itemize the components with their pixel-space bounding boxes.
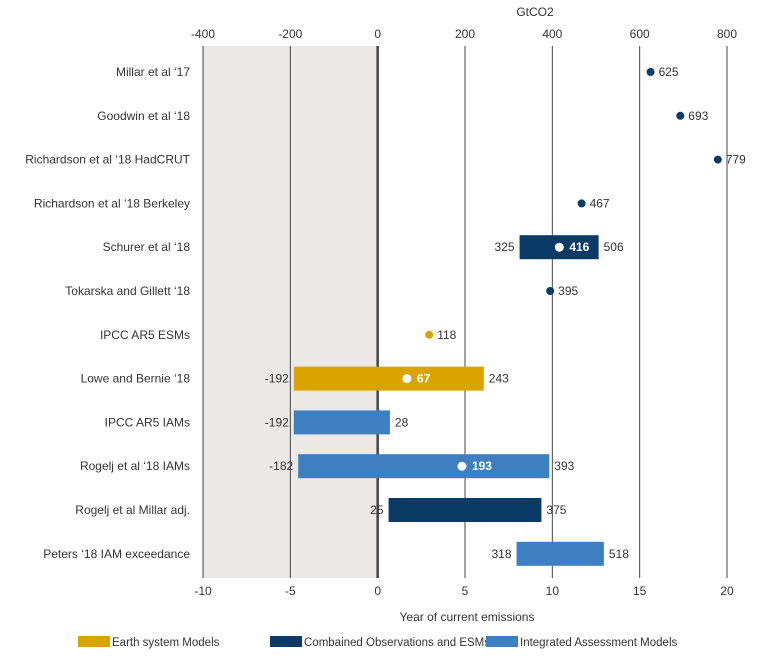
bar-low-label: -192 [265, 415, 289, 429]
point-label: 625 [659, 65, 679, 79]
point-label: 693 [688, 109, 708, 123]
bar-low-label: 25 [370, 503, 384, 517]
top-tick-label: -400 [191, 27, 215, 41]
category-label: Peters ‘18 IAM exceedance [43, 547, 190, 561]
range-bar [388, 498, 542, 522]
data-point [554, 242, 564, 252]
bar-high-label: 243 [489, 372, 509, 386]
range-bar [293, 366, 484, 391]
data-point [676, 111, 685, 120]
bar-low-label: 318 [491, 547, 511, 561]
top-tick-label: 200 [455, 27, 475, 41]
bar-low-label: 325 [495, 240, 515, 254]
bottom-tick-label: 0 [374, 584, 381, 598]
legend-swatch [270, 636, 302, 647]
bar-low-label: -182 [269, 459, 293, 473]
top-tick-label: 800 [717, 27, 737, 41]
point-label: 118 [437, 328, 456, 342]
category-label: Millar et al ‘17 [116, 65, 190, 79]
legend-label: Earth system Models [112, 637, 220, 649]
bar-high-label: 393 [554, 459, 574, 473]
top-axis-label: GtCO2 [516, 5, 554, 19]
data-point [457, 461, 467, 471]
bottom-tick-label: 15 [633, 584, 647, 598]
top-tick-label: -200 [278, 27, 302, 41]
point-label: 67 [417, 372, 431, 386]
point-label: 193 [472, 459, 492, 473]
category-label: Tokarska and Gillett ‘18 [65, 284, 190, 298]
bar-high-label: 518 [609, 547, 629, 561]
category-label: Lowe and Bernie ‘18 [81, 372, 191, 386]
bar-low-label: -192 [265, 372, 289, 386]
range-bar [516, 541, 604, 566]
bottom-tick-label: -10 [194, 584, 212, 598]
bar-high-label: 375 [546, 503, 566, 517]
point-label: 779 [726, 153, 746, 167]
top-tick-label: 600 [630, 27, 650, 41]
category-label: Richardson et al ‘18 HadCRUT [25, 153, 190, 167]
top-tick-label: 0 [374, 27, 381, 41]
data-point [713, 155, 722, 164]
category-label: Goodwin et al ‘18 [97, 109, 190, 123]
bar-high-label: 506 [604, 240, 624, 254]
data-point [425, 330, 434, 339]
bottom-axis-label: Year of current emissions [400, 610, 535, 624]
legend-label: Integrated Assessment Models [520, 637, 677, 649]
range-bar [298, 454, 550, 479]
point-label: 395 [558, 284, 578, 298]
data-point [577, 199, 586, 208]
data-point [646, 68, 655, 76]
point-label: 416 [569, 240, 589, 254]
bottom-tick-label: 10 [546, 584, 560, 598]
range-bar [293, 410, 390, 435]
category-label: Schurer et al ‘18 [103, 240, 191, 254]
bottom-tick-label: 20 [720, 584, 734, 598]
data-point [402, 374, 412, 384]
top-tick-label: 400 [542, 27, 562, 41]
category-label: Rogelj et al ‘18 IAMs [80, 459, 190, 473]
point-label: 467 [590, 196, 610, 210]
legend-swatch [486, 636, 518, 647]
bottom-tick-label: -5 [285, 584, 296, 598]
category-label: IPCC AR5 ESMs [100, 328, 190, 342]
legend-label: Combained Observations and ESMs [304, 637, 490, 649]
data-point [546, 287, 555, 295]
bottom-tick-label: 5 [462, 584, 469, 598]
category-label: IPCC AR5 IAMs [105, 415, 190, 429]
category-label: Rogelj et al Millar adj. [75, 503, 190, 517]
category-label: Richardson et al ‘18 Berkeley [34, 196, 190, 210]
legend-swatch [78, 636, 110, 647]
bar-high-label: 28 [395, 415, 409, 429]
